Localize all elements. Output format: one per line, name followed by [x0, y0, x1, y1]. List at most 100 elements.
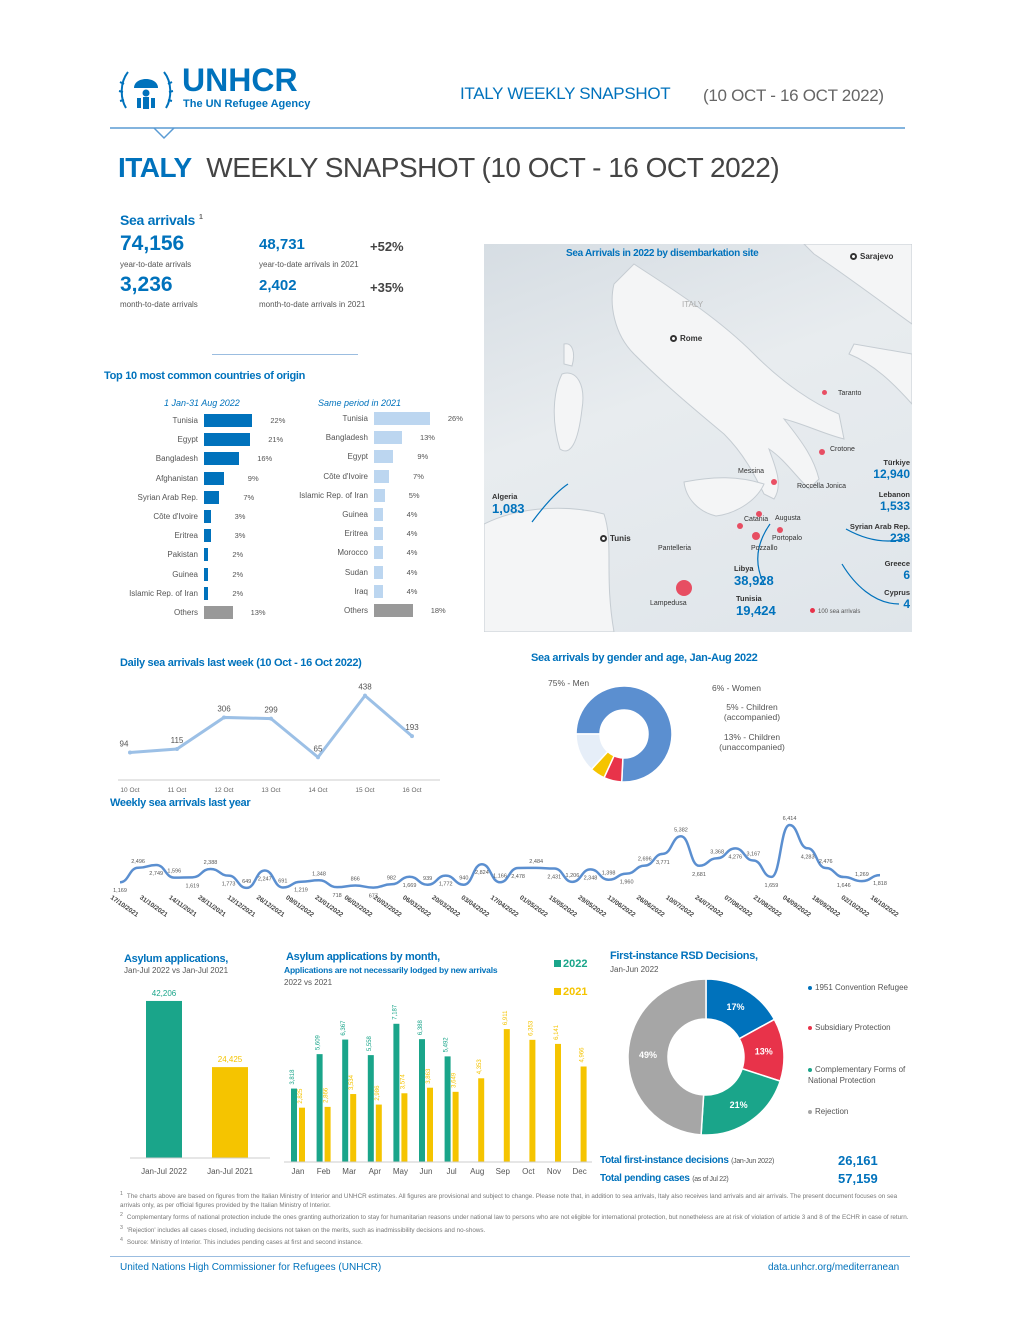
origin-pct: 7%	[413, 471, 424, 481]
origin-pct: 4%	[406, 567, 418, 577]
origin-flow-value: 1,533	[879, 499, 910, 513]
weekly-data-label: 691	[278, 878, 287, 884]
origin-flow-name: Tunisia	[736, 594, 762, 603]
daily-x-label: 15 Oct	[355, 787, 374, 794]
gender-men-label: 75% - Men	[548, 678, 590, 688]
origin-bar	[204, 586, 209, 600]
weekly-data-label: 2,681	[692, 872, 706, 878]
daily-data-label: 65	[314, 744, 323, 753]
footnote-text: The charts above are based on figures fr…	[120, 1193, 898, 1209]
legend-2022-swatch	[554, 960, 561, 967]
gender-title: Sea arrivals by gender and age, Jan-Aug …	[531, 652, 758, 664]
origin-label: Bangladesh	[325, 433, 368, 443]
origin-label: Morocco	[337, 548, 368, 558]
origin-flow-name: Türkiye	[883, 458, 910, 467]
month-bar	[393, 1023, 400, 1162]
origin-bar	[204, 490, 220, 504]
month-bar-label: 2,825	[298, 1088, 304, 1104]
month-x-label: Jan	[292, 1167, 305, 1176]
origin-right-head: Same period in 2021	[318, 398, 402, 408]
weekly-x-label: 20/02/2022	[372, 894, 403, 919]
month-bar	[367, 1055, 374, 1162]
daily-x-label: 14 Oct	[308, 787, 327, 794]
donut-slice	[575, 685, 673, 783]
month-bar-label: 5,558	[367, 1035, 373, 1051]
asylum-bar-label: 24,425	[218, 1055, 243, 1064]
arrival-dot	[676, 580, 692, 596]
weekly-title: Weekly sea arrivals last year	[110, 797, 251, 809]
asylum-bar-chart: 42,206 Jan-Jul 2022 24,425 Jan-Jul 2021	[130, 989, 270, 1176]
city-label: Tunis	[610, 534, 631, 543]
origin-pct: 13%	[419, 433, 435, 443]
origin-flow-name: Libya	[734, 564, 754, 573]
ytd-arrivals-value: 74,156	[120, 232, 185, 255]
legend-bullet-icon	[808, 1109, 812, 1114]
map-title: Sea Arrivals in 2022 by disembarkation s…	[566, 248, 759, 259]
city-label: Catania	[744, 516, 769, 523]
daily-point	[363, 693, 367, 698]
arrival-dot	[756, 511, 762, 517]
origin-pct: 3%	[234, 512, 246, 521]
mtd-arrivals-label: month-to-date arrivals	[120, 300, 198, 309]
weekly-data-label: 2,247	[258, 876, 272, 882]
asylum-sub: Jan-Jul 2022 vs Jan-Jul 2021	[124, 966, 229, 975]
weekly-data-label: 1,773	[222, 882, 236, 888]
rsd-title: First-instance RSD Decisions,	[610, 950, 758, 962]
header-date: (10 OCT - 16 OCT 2022)	[703, 86, 884, 105]
month-bar	[401, 1093, 408, 1162]
weekly-data-label: 2,431	[547, 874, 561, 880]
daily-x-label: 12 Oct	[214, 787, 233, 794]
footer-link[interactable]: data.unhcr.org/mediterranean	[768, 1262, 900, 1273]
origin-label: Egypt	[177, 435, 198, 445]
daily-x-label: 10 Oct	[120, 787, 139, 794]
footnote-text: Source: Ministry of Interior. This inclu…	[126, 1239, 363, 1247]
origin-label: Côte d'Ivoire	[153, 512, 198, 521]
daily-x-label: 11 Oct	[168, 787, 187, 794]
weekly-data-label: 1,269	[855, 872, 869, 878]
city-label: Messina	[738, 468, 765, 475]
weekly-data-label: 4,283	[801, 854, 815, 860]
weekly-data-label: 2,496	[131, 859, 145, 865]
mtd-2021-label: month-to-date arrivals in 2021	[259, 300, 366, 309]
city-marker-icon	[600, 535, 607, 542]
weekly-x-label: 20/03/2022	[430, 894, 461, 919]
weekly-x-label: 09/01/2022	[284, 894, 315, 919]
arrival-dot	[821, 389, 827, 395]
origin-pct: 18%	[430, 606, 446, 615]
origin-bar	[204, 471, 224, 485]
daily-point	[128, 750, 132, 755]
weekly-data-label: 1,169	[113, 888, 127, 894]
origin-label: Tunisia	[342, 414, 369, 423]
weekly-x-label: 12/12/2021	[226, 894, 257, 919]
origin-flow: Syrian Arab Rep. 238	[850, 522, 910, 545]
city-label: Rome	[680, 334, 703, 343]
weekly-data-label: 1,398	[602, 871, 616, 877]
donut-slice-label: 17%	[727, 1002, 745, 1012]
arrival-dot	[737, 523, 743, 529]
map-graphic	[484, 244, 912, 632]
weekly-data-label: 5,382	[674, 827, 688, 833]
rsd-legend-text: Rejection	[815, 1107, 849, 1116]
pending-value: 57,159	[838, 1171, 878, 1186]
month-bar-label: 4,353	[477, 1059, 483, 1075]
origin-pct: 2%	[232, 550, 244, 560]
weekly-data-label: 1,348	[312, 871, 326, 877]
weekly-x-label: 03/04/2022	[460, 894, 491, 919]
month-bar-label: 5,609	[316, 1034, 322, 1050]
month-bar-label: 3,818	[290, 1069, 296, 1085]
origin-title: Top 10 most common countries of origin	[104, 370, 306, 382]
donut-slice	[627, 978, 707, 1136]
weekly-x-label: 07/08/2022	[723, 894, 754, 919]
weekly-x-label: 04/09/2022	[781, 894, 812, 919]
arrival-dot	[771, 479, 777, 485]
weekly-x-label: 16/10/2022	[869, 894, 900, 919]
origin-label: Guinea	[172, 569, 198, 579]
weekly-data-label: 2,476	[819, 859, 833, 865]
daily-data-label: 193	[405, 723, 419, 732]
weekly-x-label: 29/05/2022	[577, 894, 608, 919]
total-decisions-value: 26,161	[838, 1153, 878, 1168]
origin-bar	[374, 469, 390, 483]
weekly-data-label: 1,818	[873, 881, 887, 887]
asylum-title: Asylum applications,	[124, 953, 229, 965]
city-marker-icon	[670, 335, 677, 342]
